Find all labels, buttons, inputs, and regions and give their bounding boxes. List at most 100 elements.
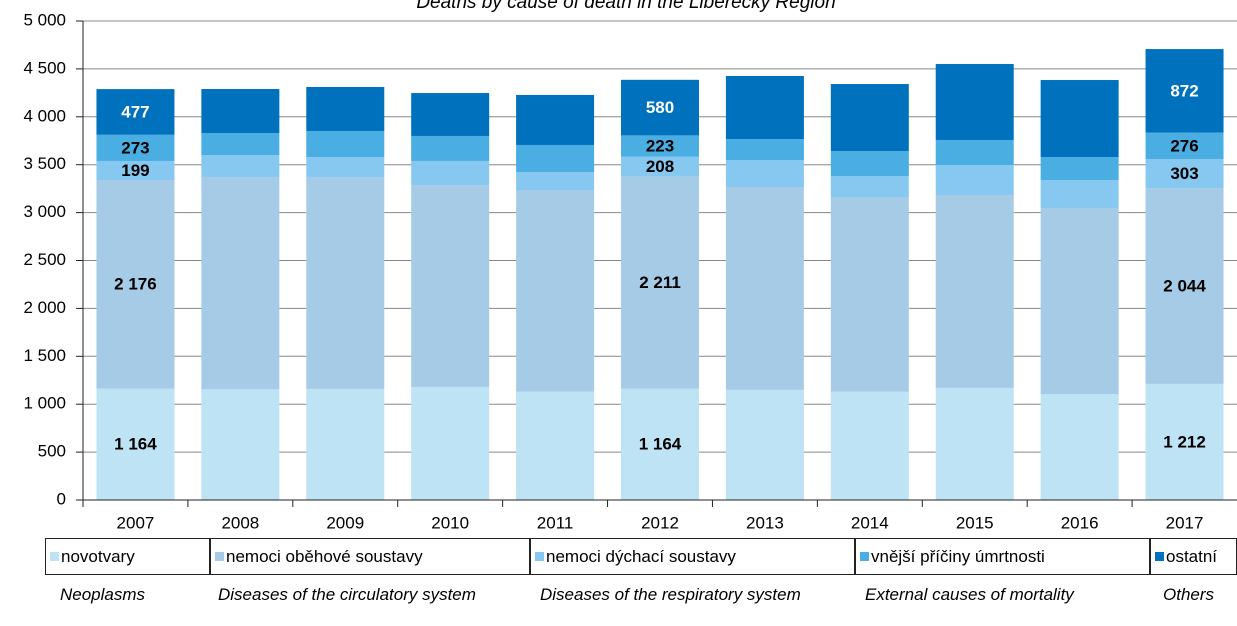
x-tick-label: 2015 <box>956 513 994 532</box>
bar-segment <box>516 189 595 392</box>
data-label: 1 164 <box>114 435 157 454</box>
bar-segment <box>201 389 280 500</box>
data-label: 223 <box>646 137 674 156</box>
bar-segment <box>725 187 804 390</box>
bar-segment <box>96 89 175 135</box>
bar-segment <box>306 130 385 158</box>
y-tick-label: 4 000 <box>23 106 66 125</box>
legend-swatch <box>215 552 224 561</box>
legend-item: nemoci oběhové soustavy <box>210 538 530 575</box>
bar-segment <box>1145 132 1224 160</box>
bar-segment <box>725 75 804 140</box>
bar-segment <box>1145 49 1224 133</box>
bar-segment <box>411 185 490 387</box>
bar-segment <box>621 156 699 177</box>
bar-segment <box>830 196 909 392</box>
legend-translation: External causes of mortality <box>865 585 1074 604</box>
y-tick-label: 4 500 <box>23 58 66 77</box>
bar-segment <box>201 89 280 133</box>
y-tick-label: 3 000 <box>23 202 66 221</box>
bar-segment <box>96 180 175 389</box>
legend-label: ostatní <box>1166 546 1218 566</box>
legend-label: novotvary <box>61 546 135 566</box>
bar-segment <box>306 157 385 177</box>
bar-segment <box>201 155 280 177</box>
y-tick-label: 5 000 <box>23 10 66 29</box>
legend-item: novotvary <box>45 538 210 575</box>
y-tick-label: 1 000 <box>23 394 66 413</box>
bar-segment <box>830 151 909 177</box>
bar-segment <box>201 132 280 156</box>
bar-segment <box>1145 159 1224 189</box>
legend-label: nemoci dýchací soustavy <box>546 546 736 566</box>
x-tick-label: 2010 <box>431 513 469 532</box>
x-tick-label: 2008 <box>221 513 259 532</box>
bar-segment <box>621 135 699 157</box>
data-label: 208 <box>646 157 674 176</box>
data-label: 273 <box>121 138 149 157</box>
bar-segment <box>1145 188 1224 384</box>
data-label: 2 044 <box>1163 276 1206 295</box>
bar-segment <box>621 176 699 389</box>
data-label: 477 <box>121 102 149 121</box>
legend-item: vnější příčiny úmrtnosti <box>855 538 1150 575</box>
legend-swatch <box>1155 552 1164 561</box>
legend-swatch <box>860 552 869 561</box>
data-label: 303 <box>1170 164 1198 183</box>
bar-segment <box>96 388 175 500</box>
bar-segment <box>201 176 280 390</box>
legend-label: nemoci oběhové soustavy <box>226 546 423 566</box>
x-tick-label: 2009 <box>326 513 364 532</box>
bar-segment <box>935 194 1014 388</box>
bar-segment <box>516 391 595 500</box>
bar-segment <box>1040 208 1119 395</box>
y-tick-label: 2 500 <box>23 250 66 269</box>
bar-segment <box>935 387 1014 500</box>
legend-label: vnější příčiny úmrtnosti <box>871 546 1045 566</box>
y-tick-label: 0 <box>57 489 66 508</box>
bar-segment <box>1040 394 1119 500</box>
data-label: 2 176 <box>114 275 157 294</box>
bar-segment <box>830 391 909 500</box>
bar-segment <box>411 93 490 136</box>
bar-segment <box>96 160 175 181</box>
bar-segment <box>1040 80 1119 158</box>
bar-segment <box>935 64 1014 140</box>
bar-segment <box>516 171 595 190</box>
y-tick-label: 3 500 <box>23 154 66 173</box>
legend-swatch <box>535 552 544 561</box>
bar-segment <box>306 176 385 389</box>
x-tick-label: 2011 <box>537 513 574 532</box>
bar-segment <box>516 144 595 172</box>
bar-segment <box>830 84 909 152</box>
legend-translation: Neoplasms <box>60 585 146 604</box>
bar-segment <box>306 87 385 131</box>
x-tick-label: 2014 <box>851 513 889 532</box>
y-tick-label: 1 500 <box>23 346 66 365</box>
bar-segment <box>411 160 490 186</box>
bar-segment <box>306 388 385 500</box>
x-tick-label: 2013 <box>746 513 784 532</box>
chart-title: Deaths by cause of death in the Libereck… <box>416 0 835 13</box>
data-label: 276 <box>1170 136 1198 155</box>
bar-segment <box>830 176 909 197</box>
legend-item: nemoci dýchací soustavy <box>530 538 855 575</box>
bar-segment <box>1040 157 1119 181</box>
x-tick-label: 2016 <box>1061 513 1099 532</box>
bar-segment <box>725 139 804 161</box>
x-tick-label: 2007 <box>117 513 155 532</box>
bar-segment <box>1040 180 1119 209</box>
x-tick-label: 2017 <box>1166 513 1204 532</box>
legend-translation: Diseases of the circulatory system <box>218 585 476 604</box>
bar-segment <box>725 389 804 500</box>
bar-segment <box>411 135 490 161</box>
bar-segment <box>96 134 175 161</box>
data-label: 1 212 <box>1163 432 1206 451</box>
data-label: 872 <box>1170 81 1198 100</box>
legend-item: ostatní <box>1150 538 1237 575</box>
legend-translation: Diseases of the respiratory system <box>540 585 801 604</box>
data-label: 580 <box>646 98 674 117</box>
y-tick-label: 500 <box>38 442 66 461</box>
data-label: 2 211 <box>639 273 681 292</box>
legend-translation: Others <box>1163 585 1215 604</box>
